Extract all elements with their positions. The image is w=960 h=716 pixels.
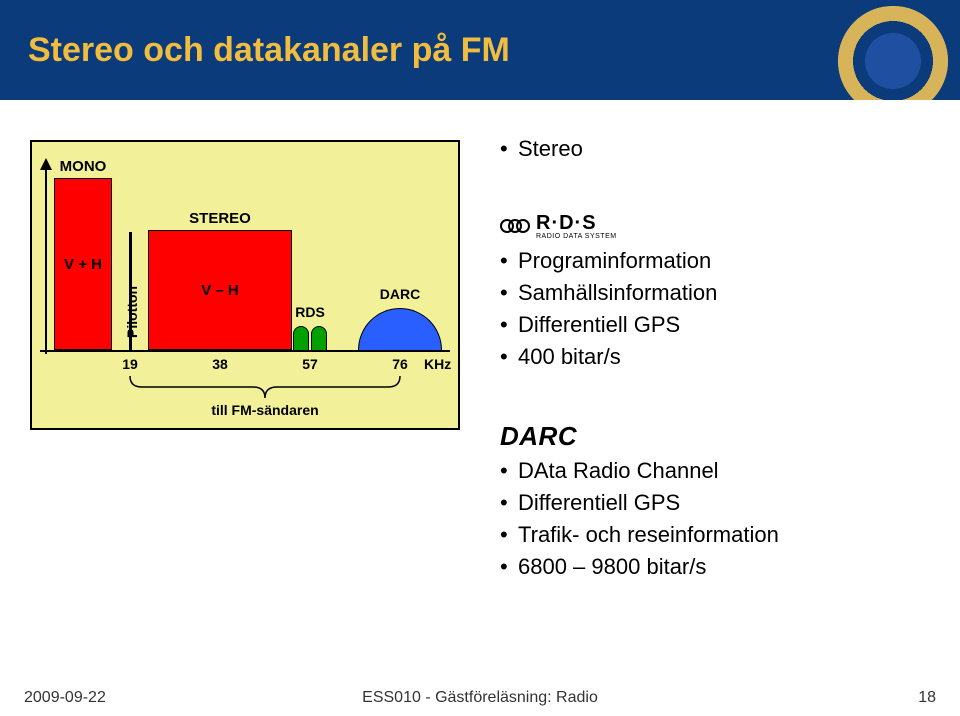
rds-lobe [293,326,309,350]
bullet-icon [500,554,518,580]
rds-item: Samhällsinformation [500,280,920,306]
darc-logo: DARC [500,420,920,452]
slide-header: Stereo och datakanaler på FM [0,0,960,100]
slide-footer: 2009-09-22 ESS010 - Gästföreläsning: Rad… [0,680,960,716]
footer-center: ESS010 - Gästföreläsning: Radio [362,689,598,707]
bullets-stereo-group: Stereo [500,130,920,204]
bullets-darc-group: DARC DAta Radio Channel Differentiell GPS… [500,420,920,622]
rds-item: Differentiell GPS [500,312,920,338]
x-tick-label: 76 [392,356,408,372]
slide-title: Stereo och datakanaler på FM [28,31,510,70]
khz-unit-label: KHz [424,356,451,372]
stereo-top-label: STEREO [148,210,292,227]
darc-item: DAta Radio Channel [500,458,920,484]
mono-top-label: MONO [54,158,112,175]
rds-lobe [311,326,327,350]
darc-lobe [358,308,442,350]
x-tick-label: 38 [212,356,228,372]
mono-center-label: V + H [54,256,112,273]
bullet-text: Trafik- och reseinformation [518,522,920,548]
x-tick-label: 57 [302,356,318,372]
bullet-text: Programinformation [518,248,920,274]
bullet-icon [500,136,518,162]
bullet-text: DAta Radio Channel [518,458,920,484]
darc-item: 6800 – 9800 bitar/s [500,554,920,580]
rds-label: RDS [295,304,325,320]
darc-item: Differentiell GPS [500,490,920,516]
x-tick-label: 19 [122,356,138,372]
rds-logo-text: R·D·S [536,212,617,235]
bullet-text: Samhällsinformation [518,280,920,306]
bullet-text: 6800 – 9800 bitar/s [518,554,920,580]
bullet-text: Stereo [518,136,920,162]
bullet-icon [500,522,518,548]
rds-item: 400 bitar/s [500,344,920,370]
stereo-center-label: V – H [148,282,292,299]
fm-spectrum-chart: MONO V + H Pilotton STEREO V – HRDS DARC 19 38 5… [30,140,460,430]
footer-page-number: 18 [918,689,936,707]
bullet-stereo: Stereo [500,136,920,162]
bullet-text: Differentiell GPS [518,490,920,516]
pilot-tone-label: Pilotton [124,286,140,338]
bullet-icon [500,248,518,274]
brace-icon [120,376,410,404]
bullet-icon [500,312,518,338]
brace-caption: till FM-sändaren [211,402,318,418]
x-axis-line [40,350,450,352]
bullet-icon [500,458,518,484]
rds-logo: R·D·S RADIO DATA SYSTEM [500,210,920,242]
bullet-text: Differentiell GPS [518,312,920,338]
darc-item: Trafik- och reseinformation [500,522,920,548]
bullet-icon [500,280,518,306]
bullet-icon [500,344,518,370]
rds-item: Programinformation [500,248,920,274]
slide-body: MONO V + H Pilotton STEREO V – HRDS DARC 19 38 5… [0,100,960,680]
bullets-rds-group: R·D·S RADIO DATA SYSTEM Programinformati… [500,210,920,412]
bullet-icon [500,490,518,516]
footer-date: 2009-09-22 [24,689,106,707]
darc-label: DARC [380,286,420,302]
bullet-text: 400 bitar/s [518,344,920,370]
rds-logo-subtext: RADIO DATA SYSTEM [536,233,617,240]
